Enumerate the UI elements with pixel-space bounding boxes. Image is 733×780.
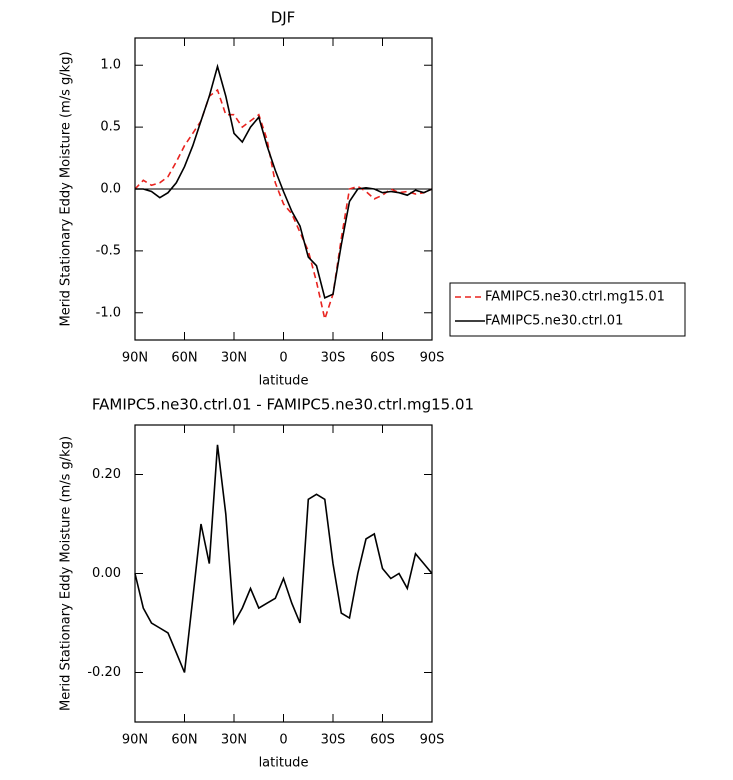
x-tick-label: 90S: [420, 351, 445, 366]
x-axis-label: latitude: [259, 374, 309, 389]
y-axis-label: Merid Stationary Eddy Moisture (m/s g/kg…: [59, 436, 74, 711]
x-tick-label: 30N: [221, 733, 247, 748]
y-tick-label: 0.0: [100, 182, 121, 197]
data-line: [134, 444, 433, 673]
x-tick-label: 90N: [122, 351, 148, 366]
legend-box: [449, 282, 686, 337]
y-tick-label: 0.5: [100, 120, 121, 135]
x-axis-label: latitude: [259, 756, 309, 771]
plot-frame: [134, 37, 433, 341]
plot-frame: [134, 424, 433, 723]
chart-title: DJF: [271, 9, 296, 27]
x-tick-label: 60S: [370, 351, 395, 366]
data-line: [135, 63, 433, 300]
data-line: [134, 88, 433, 323]
legend-label: FAMIPC5.ne30.ctrl.mg15.01: [485, 290, 665, 305]
x-tick-label: 30S: [321, 733, 346, 748]
y-tick-label: -0.20: [87, 665, 121, 680]
y-tick-label: -1.0: [96, 305, 121, 320]
y-axis-label: Merid Stationary Eddy Moisture (m/s g/kg…: [59, 51, 74, 326]
x-tick-label: 0: [279, 351, 287, 366]
y-tick-label: 1.0: [100, 58, 121, 73]
x-tick-label: 0: [279, 733, 287, 748]
x-tick-label: 60N: [171, 351, 197, 366]
x-tick-label: 90N: [122, 733, 148, 748]
x-tick-label: 30S: [321, 351, 346, 366]
legend-label: FAMIPC5.ne30.ctrl.01: [485, 314, 623, 329]
x-tick-label: 60N: [171, 733, 197, 748]
y-tick-label: 0.00: [92, 566, 121, 581]
x-tick-label: 60S: [370, 733, 395, 748]
x-tick-label: 30N: [221, 351, 247, 366]
x-tick-label: 90S: [420, 733, 445, 748]
y-tick-label: 0.20: [92, 467, 121, 482]
y-tick-label: -0.5: [96, 243, 121, 258]
chart-title: FAMIPC5.ne30.ctrl.01 - FAMIPC5.ne30.ctrl…: [92, 396, 474, 414]
